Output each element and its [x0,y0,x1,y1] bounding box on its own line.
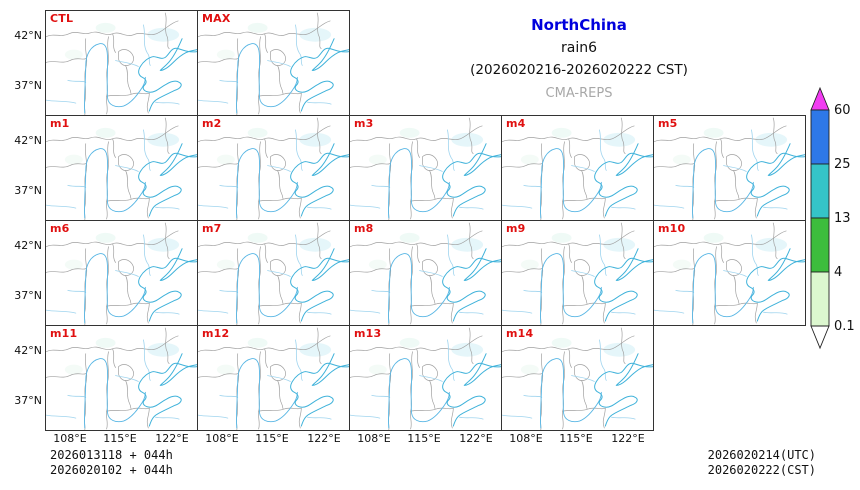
y-axis-label: 37°N [14,184,42,197]
valid-time-cst: 2026020222(CST) [707,463,816,477]
panel-m12: m12 [197,325,350,431]
panel-m5: m5 [653,115,806,221]
x-axis-label: 115°E [407,432,441,445]
panel-m14: m14 [501,325,654,431]
colorbar-bottom-arrow [810,325,830,350]
colorbar-scale [810,86,830,350]
map [502,117,653,220]
colorbar-tick-label: 0.1 [834,319,855,334]
x-axis-label: 115°E [255,432,289,445]
colorbar-tick-label: 60 [834,103,851,118]
panel-m1: m1 [45,115,198,221]
valid-time-utc: 2026020214(UTC) [707,448,816,462]
colorbar-tick-label: 4 [834,265,843,280]
colorbar-tick-label: 25 [834,157,851,172]
colorbar-tick-label: 13 [834,211,851,226]
panel-label: m12 [202,327,230,340]
map [198,117,349,220]
title-block: NorthChina rain6 (2026020216-2026020222 … [350,16,808,101]
map [502,222,653,325]
panel-m2: m2 [197,115,350,221]
panel-label: MAX [202,12,231,25]
map [654,117,805,220]
map [350,327,501,430]
panel-label: m7 [202,222,222,235]
colorbar-segment [810,217,830,273]
panel-label: m8 [354,222,374,235]
colorbar-segment [810,271,830,327]
y-axis-label: 42°N [14,239,42,252]
map [198,12,349,115]
y-axis-label: 42°N [14,134,42,147]
init-time-line1: 2026013118 + 044h [50,448,173,462]
map [198,327,349,430]
x-axis-label: 122°E [155,432,189,445]
y-axis-label: 42°N [14,344,42,357]
panel-m4: m4 [501,115,654,221]
y-axis-label: 42°N [14,29,42,42]
panel-label: m14 [506,327,534,340]
panel-ctl: CTL [45,10,198,116]
colorbar-top-arrow [810,86,830,111]
colorbar-segment [810,109,830,165]
panel-label: CTL [50,12,74,25]
panel-m3: m3 [349,115,502,221]
colorbar [810,86,830,367]
x-axis-label: 122°E [459,432,493,445]
x-axis-label: 108°E [357,432,391,445]
panel-label: m2 [202,117,222,130]
x-axis-label: 108°E [53,432,87,445]
init-time-line2: 2026020102 + 044h [50,463,173,477]
model-name: CMA-REPS [545,86,613,101]
panel-label: m11 [50,327,78,340]
map [198,222,349,325]
map [46,222,197,325]
map [350,117,501,220]
panel-label: m9 [506,222,526,235]
panel-m8: m8 [349,220,502,326]
panel-label: m13 [354,327,382,340]
panel-m11: m11 [45,325,198,431]
init-times: 2026013118 + 044h 2026020102 + 044h [50,448,173,478]
x-axis-label: 122°E [307,432,341,445]
panel-m7: m7 [197,220,350,326]
y-axis-label: 37°N [14,394,42,407]
panel-label: m1 [50,117,70,130]
region-title: NorthChina [531,16,627,34]
map [46,327,197,430]
x-axis-label: 122°E [611,432,645,445]
panel-m13: m13 [349,325,502,431]
x-axis-label: 115°E [103,432,137,445]
panel-label: m3 [354,117,374,130]
map [46,117,197,220]
panel-max: MAX [197,10,350,116]
map [46,12,197,115]
map [350,222,501,325]
x-axis-label: 108°E [509,432,543,445]
x-axis-label: 115°E [559,432,593,445]
valid-times: 2026020214(UTC) 2026020222(CST) [708,448,816,478]
panel-m9: m9 [501,220,654,326]
x-axis-label: 108°E [205,432,239,445]
panel-label: m6 [50,222,70,235]
panel-label: m10 [658,222,686,235]
panel-m6: m6 [45,220,198,326]
panel-label: m5 [658,117,678,130]
y-axis-label: 37°N [14,79,42,92]
panel-m10: m10 [653,220,806,326]
y-axis-label: 37°N [14,289,42,302]
valid-period: (2026020216-2026020222 CST) [470,62,688,78]
variable-title: rain6 [560,40,597,56]
map [654,222,805,325]
panel-label: m4 [506,117,526,130]
map [502,327,653,430]
colorbar-segment [810,163,830,219]
